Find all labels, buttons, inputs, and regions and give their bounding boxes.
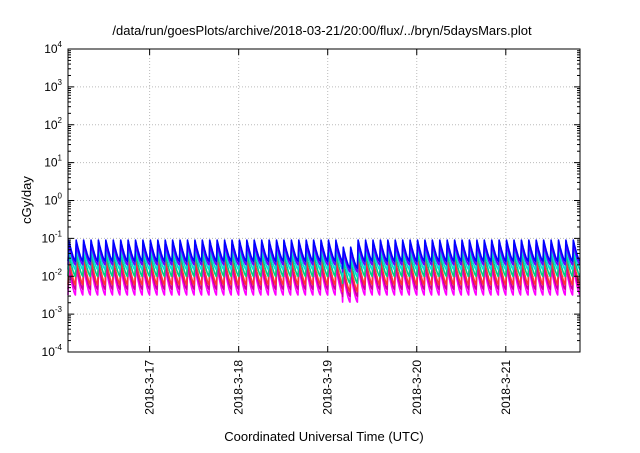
series-line bbox=[67, 243, 581, 273]
x-axis: 2018-3-17 2018-3-18 2018-3-19 2018-3-20 2018… bbox=[143, 49, 513, 415]
series-line bbox=[67, 265, 581, 303]
y-tick-label: 10-2 bbox=[42, 267, 63, 283]
chart-title: /data/run/goesPlots/archive/2018-03-21/2… bbox=[112, 23, 532, 38]
series-line bbox=[67, 257, 581, 293]
y-tick-label: 10-1 bbox=[42, 229, 63, 245]
x-tick-label: 2018-3-19 bbox=[321, 360, 335, 415]
x-tick-label: 2018-3-18 bbox=[232, 360, 246, 415]
y-tick-label: 100 bbox=[44, 192, 62, 208]
y-tick-label: 104 bbox=[44, 40, 62, 56]
x-axis-label: Coordinated Universal Time (UTC) bbox=[224, 429, 423, 444]
y-tick-label: 10-4 bbox=[42, 343, 63, 359]
x-tick-label: 2018-3-17 bbox=[143, 360, 157, 415]
x-tick-label: 2018-3-20 bbox=[410, 360, 424, 415]
gridlines bbox=[68, 49, 580, 352]
x-tick-label: 2018-3-21 bbox=[499, 360, 513, 415]
series-line bbox=[67, 262, 581, 298]
y-axis-label: cGy/day bbox=[19, 176, 34, 224]
series-line bbox=[67, 252, 581, 285]
y-axis: 10-4 10-3 10-2 10-1 100 101 102 103 104 bbox=[42, 40, 580, 359]
y-tick-label: 102 bbox=[44, 116, 62, 132]
y-tick-label: 10-3 bbox=[42, 305, 63, 321]
series-line bbox=[67, 247, 581, 278]
series-line bbox=[67, 239, 581, 270]
y-tick-label: 103 bbox=[44, 78, 62, 94]
series-group bbox=[67, 239, 581, 303]
y-tick-label: 101 bbox=[44, 154, 62, 170]
